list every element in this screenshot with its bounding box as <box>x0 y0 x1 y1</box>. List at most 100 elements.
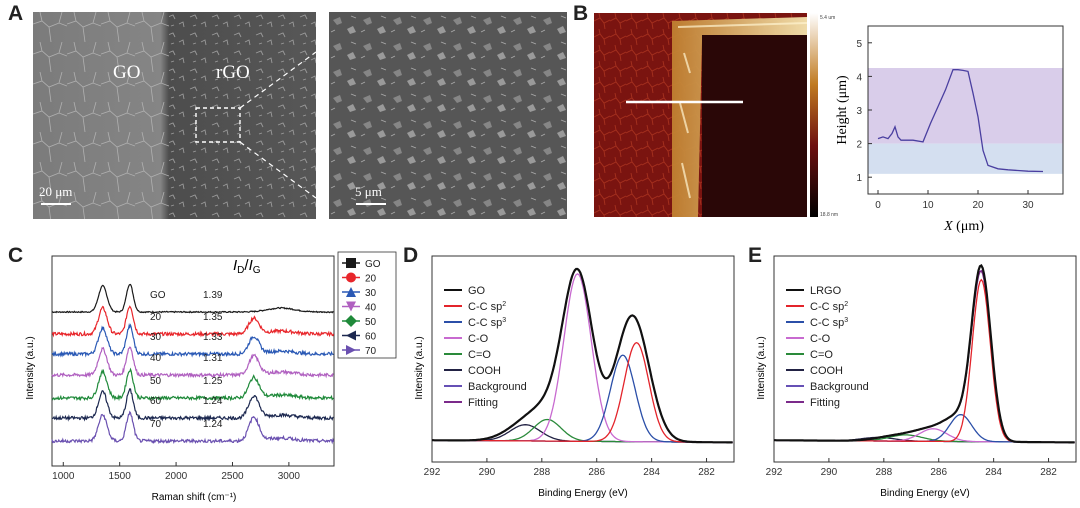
raman-series-label-20: 20 <box>150 312 162 323</box>
xpsd-xtick-label: 286 <box>588 467 605 478</box>
xpse-xtick-label: 290 <box>821 467 838 478</box>
legend-label-70: 70 <box>365 346 377 357</box>
raman-series-label-GO: GO <box>150 290 166 301</box>
xpsd-legend-label-sup-2: 3 <box>502 317 506 324</box>
xpsd-legend-label-6: Background <box>468 381 527 393</box>
scale-bar-right <box>356 203 386 205</box>
xps-lrgo-xlabel: Binding Energy (eV) <box>880 488 970 499</box>
profile-ytick-label: 4 <box>856 72 862 83</box>
scale-label-left: 20 μm <box>39 184 73 199</box>
raman-xtick-label: 2000 <box>165 471 188 482</box>
xpse-legend-label-3: C-O <box>810 333 831 345</box>
profile-xlabel: X (μm) <box>943 219 984 234</box>
xpse-legend-label-sup-2: 3 <box>844 317 848 324</box>
xpsd-xtick-label: 288 <box>533 467 550 478</box>
raman-xlabel: Raman shift (cm⁻¹) <box>152 492 237 503</box>
colorbar-min: 18.8 nm <box>820 212 838 218</box>
xpsd-xtick-label: 292 <box>424 467 441 478</box>
xps-go-ylabel: Intensity (a.u.) <box>414 336 425 399</box>
raman-xtick-label: 1000 <box>52 471 75 482</box>
profile-ytick-label: 1 <box>856 173 862 184</box>
scale-label-right: 5 μm <box>355 184 382 199</box>
raman-ratio-60: 1.24 <box>203 396 223 407</box>
sem-texture <box>33 12 316 219</box>
panel-label-b: B <box>573 2 589 25</box>
xpsd-legend-label-main-1: C-C sp <box>468 301 502 313</box>
raman-xtick-label: 1500 <box>109 471 132 482</box>
raman-series-label-60: 60 <box>150 396 162 407</box>
sem-image-rgo-zoom: 5 μm <box>329 12 567 219</box>
xpse-legend-label-0: LRGO <box>810 285 842 297</box>
go-region-texture <box>33 12 169 219</box>
xpse-legend-label-4: C=O <box>810 349 833 361</box>
xpsd-legend-label-2: C-C sp3 <box>468 317 506 329</box>
panel-label-e: E <box>748 244 763 267</box>
raman-ratio-30: 1.33 <box>203 332 223 343</box>
xpsd-legend-label-1: C-C sp2 <box>468 301 506 313</box>
xpse-xtick-label: 286 <box>930 467 947 478</box>
profile-xtick-label: 10 <box>922 200 934 211</box>
xpsd-xtick-label: 290 <box>479 467 496 478</box>
xps-lrgo-axes-frame <box>773 255 1077 463</box>
xpsd-legend-label-0: GO <box>468 285 486 297</box>
xps-lrgo-ylabel: Intensity (a.u.) <box>756 336 767 399</box>
legend-marker-70 <box>346 345 356 355</box>
rgo-label: rGO <box>216 62 250 83</box>
rgo-region-texture <box>169 12 316 219</box>
profile-xtick-label: 0 <box>875 200 881 211</box>
profile-ytick-label: 5 <box>856 39 862 50</box>
legend-marker-GO <box>346 258 356 268</box>
raman-ratio-40: 1.31 <box>203 353 223 364</box>
xpse-legend-label-5: COOH <box>810 365 843 377</box>
raman-ratio-50: 1.25 <box>203 376 223 387</box>
raman-ylabel: Intensity (a.u.) <box>25 336 36 399</box>
raman-ratio-GO: 1.39 <box>203 290 223 301</box>
xpsd-curve-GO <box>432 267 733 444</box>
raman-series-label-50: 50 <box>150 376 162 387</box>
xpsd-legend-label-main-2: C-C sp <box>468 317 502 329</box>
raman-series-label-70: 70 <box>150 419 162 430</box>
afm-ridge <box>672 17 807 217</box>
xpsd-legend-label-7: Fitting <box>468 397 498 409</box>
afm-film <box>702 35 807 217</box>
legend-label-20: 20 <box>365 274 377 285</box>
raman-series-70 <box>51 410 335 445</box>
panel-label-c: C <box>8 244 24 267</box>
height-profile-line <box>877 69 1044 173</box>
sem-image-go-rgo: GO rGO 20 μm <box>33 12 316 219</box>
highlight-band-1 <box>868 143 1063 174</box>
xpse-legend-label-sup-1: 2 <box>844 301 848 308</box>
profile-ytick-label: 3 <box>856 106 862 117</box>
raman-chart: GO 1.39 20 1.35 30 1.33 40 1.31 50 1.25 60 1.24 70 1.… <box>25 251 397 503</box>
legend-marker-20 <box>346 272 356 283</box>
raman-series-30 <box>51 322 334 358</box>
xpse-legend-label-2: C-C sp3 <box>810 317 848 329</box>
xps-go-xlabel: Binding Energy (eV) <box>538 488 628 499</box>
profile-xtick-label: 20 <box>972 200 984 211</box>
raman-series-60 <box>51 388 334 422</box>
xpse-legend-label-1: C-C sp2 <box>810 301 848 313</box>
raman-legend-box <box>337 251 397 359</box>
raman-series-label-40: 40 <box>150 353 162 364</box>
legend-label-30: 30 <box>365 288 377 299</box>
scale-bar-left <box>41 203 71 205</box>
raman-series-50 <box>51 367 334 402</box>
raman-ratio-70: 1.24 <box>203 419 223 430</box>
xpse-legend-label-7: Fitting <box>810 397 840 409</box>
sem-zoom-texture <box>329 12 567 219</box>
panel-label-a: A <box>8 2 24 25</box>
xpse-xtick-label: 292 <box>766 467 783 478</box>
profile-ylabel: Height (μm) <box>835 75 850 145</box>
xps-go-axes-frame <box>431 255 735 463</box>
legend-marker-40 <box>346 301 356 312</box>
legend-marker-50 <box>345 315 357 327</box>
raman-xtick-label: 2500 <box>221 471 244 482</box>
zoom-line-top <box>239 51 316 109</box>
xpse-xtick-label: 288 <box>875 467 892 478</box>
flake-texture <box>329 12 567 219</box>
raman-axes-frame <box>51 255 335 467</box>
xpsd-legend-label-4: C=O <box>468 349 491 361</box>
raman-xtick-label: 3000 <box>278 471 301 482</box>
xpse-xtick-label: 282 <box>1040 467 1057 478</box>
raman-ratio-20: 1.35 <box>203 312 223 323</box>
